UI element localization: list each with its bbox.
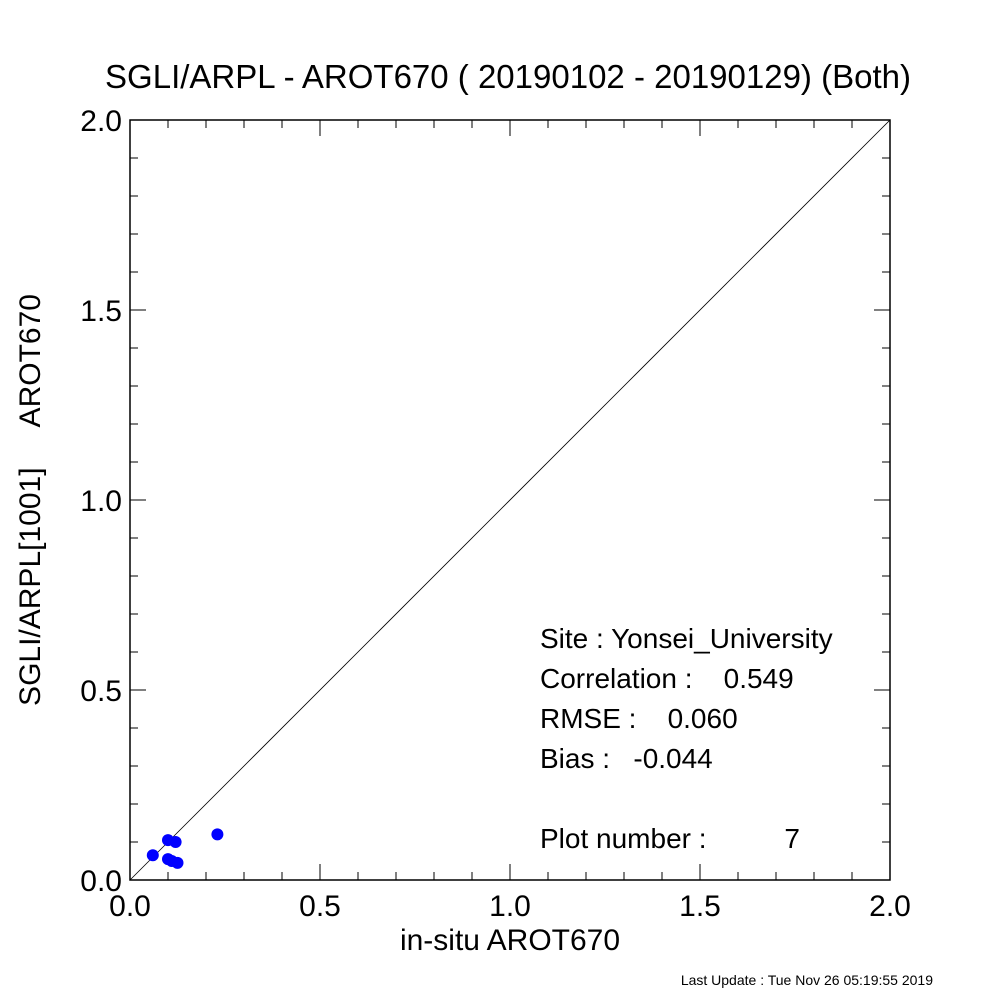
stats-panel: Site : Yonsei_University Correlation : 0… xyxy=(540,623,833,854)
x-axis-label: in-situ AROT670 xyxy=(400,924,620,957)
data-points xyxy=(146,828,224,869)
one-to-one-line xyxy=(129,119,891,881)
x-tick-label: 1.0 xyxy=(489,890,531,923)
y-axis-label: SGLI/ARPL[1001] AROT670 xyxy=(14,294,47,706)
y-tick-label: 2.0 xyxy=(80,105,122,138)
minor-ticks xyxy=(129,119,891,881)
y-tick-label: 1.0 xyxy=(80,485,122,518)
chart-title: SGLI/ARPL - AROT670 ( 20190102 - 2019012… xyxy=(105,58,911,95)
rmse-text: RMSE : 0.060 xyxy=(540,703,738,734)
correlation-text: Correlation : 0.549 xyxy=(540,663,794,694)
x-tick-labels: 0.0 0.5 1.0 1.5 2.0 xyxy=(109,890,911,923)
y-tick-labels: 0.0 0.5 1.0 1.5 2.0 xyxy=(80,105,122,898)
x-tick-label: 1.5 xyxy=(679,890,721,923)
x-tick-label: 2.0 xyxy=(869,890,911,923)
y-tick-label: 0.5 xyxy=(80,675,122,708)
bias-text: Bias : -0.044 xyxy=(540,743,713,774)
site-text: Site : Yonsei_University xyxy=(540,623,833,654)
y-tick-label: 0.0 xyxy=(80,865,122,898)
last-update-text: Last Update : Tue Nov 26 05:19:55 2019 xyxy=(681,972,933,988)
data-point xyxy=(146,849,159,862)
data-point xyxy=(169,836,182,848)
x-tick-label: 0.0 xyxy=(109,890,151,923)
data-point xyxy=(171,856,184,869)
x-tick-label: 0.5 xyxy=(299,890,341,923)
data-point xyxy=(211,828,224,841)
plot-number-text: Plot number : 7 xyxy=(540,823,800,854)
y-tick-label: 1.5 xyxy=(80,295,122,328)
